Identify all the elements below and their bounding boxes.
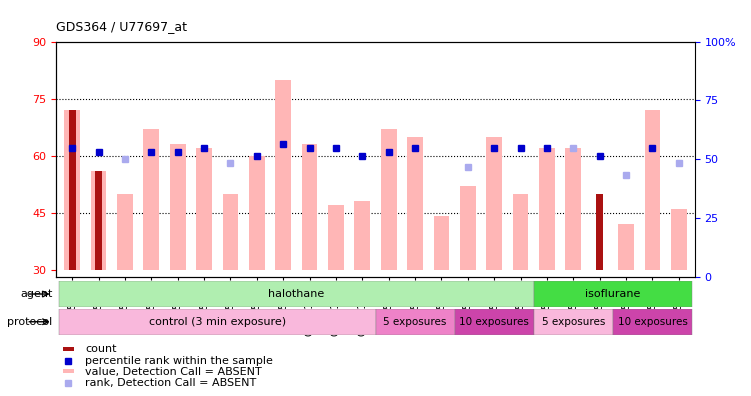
Text: protocol: protocol — [8, 317, 53, 327]
Text: control (3 min exposure): control (3 min exposure) — [149, 317, 286, 327]
Bar — [196, 148, 212, 270]
Bar — [170, 144, 185, 270]
Bar — [59, 281, 534, 307]
Bar — [433, 216, 449, 270]
Bar — [328, 205, 344, 270]
Text: count: count — [85, 344, 116, 354]
Bar — [222, 194, 238, 270]
Text: rank, Detection Call = ABSENT: rank, Detection Call = ABSENT — [85, 378, 256, 388]
Bar — [68, 110, 76, 270]
Bar — [65, 110, 80, 270]
Bar — [460, 186, 475, 270]
Bar — [117, 194, 133, 270]
Text: isoflurane: isoflurane — [585, 289, 641, 299]
Text: value, Detection Call = ABSENT: value, Detection Call = ABSENT — [85, 367, 262, 377]
Bar — [454, 309, 534, 335]
Bar — [302, 144, 318, 270]
Text: 10 exposures: 10 exposures — [617, 317, 687, 327]
Bar — [671, 209, 686, 270]
Bar — [63, 346, 74, 350]
Bar — [63, 369, 74, 373]
Bar — [376, 309, 454, 335]
Bar — [487, 137, 502, 270]
Bar — [143, 129, 159, 270]
Bar — [534, 309, 613, 335]
Bar — [513, 194, 529, 270]
Text: agent: agent — [20, 289, 53, 299]
Bar — [249, 156, 264, 270]
Bar — [276, 80, 291, 270]
Bar — [618, 224, 634, 270]
Bar — [407, 137, 423, 270]
Text: percentile rank within the sample: percentile rank within the sample — [85, 356, 273, 366]
Text: 5 exposures: 5 exposures — [383, 317, 447, 327]
Bar — [613, 309, 692, 335]
Text: GDS364 / U77697_at: GDS364 / U77697_at — [56, 20, 187, 33]
Text: halothane: halothane — [268, 289, 324, 299]
Bar — [95, 171, 102, 270]
Bar — [354, 201, 370, 270]
Bar — [596, 194, 603, 270]
Text: 5 exposures: 5 exposures — [541, 317, 605, 327]
Bar — [566, 148, 581, 270]
Bar — [381, 129, 397, 270]
Bar — [59, 309, 376, 335]
Text: 10 exposures: 10 exposures — [460, 317, 529, 327]
Bar — [91, 171, 107, 270]
Bar — [539, 148, 555, 270]
Bar — [644, 110, 660, 270]
Bar — [534, 281, 692, 307]
